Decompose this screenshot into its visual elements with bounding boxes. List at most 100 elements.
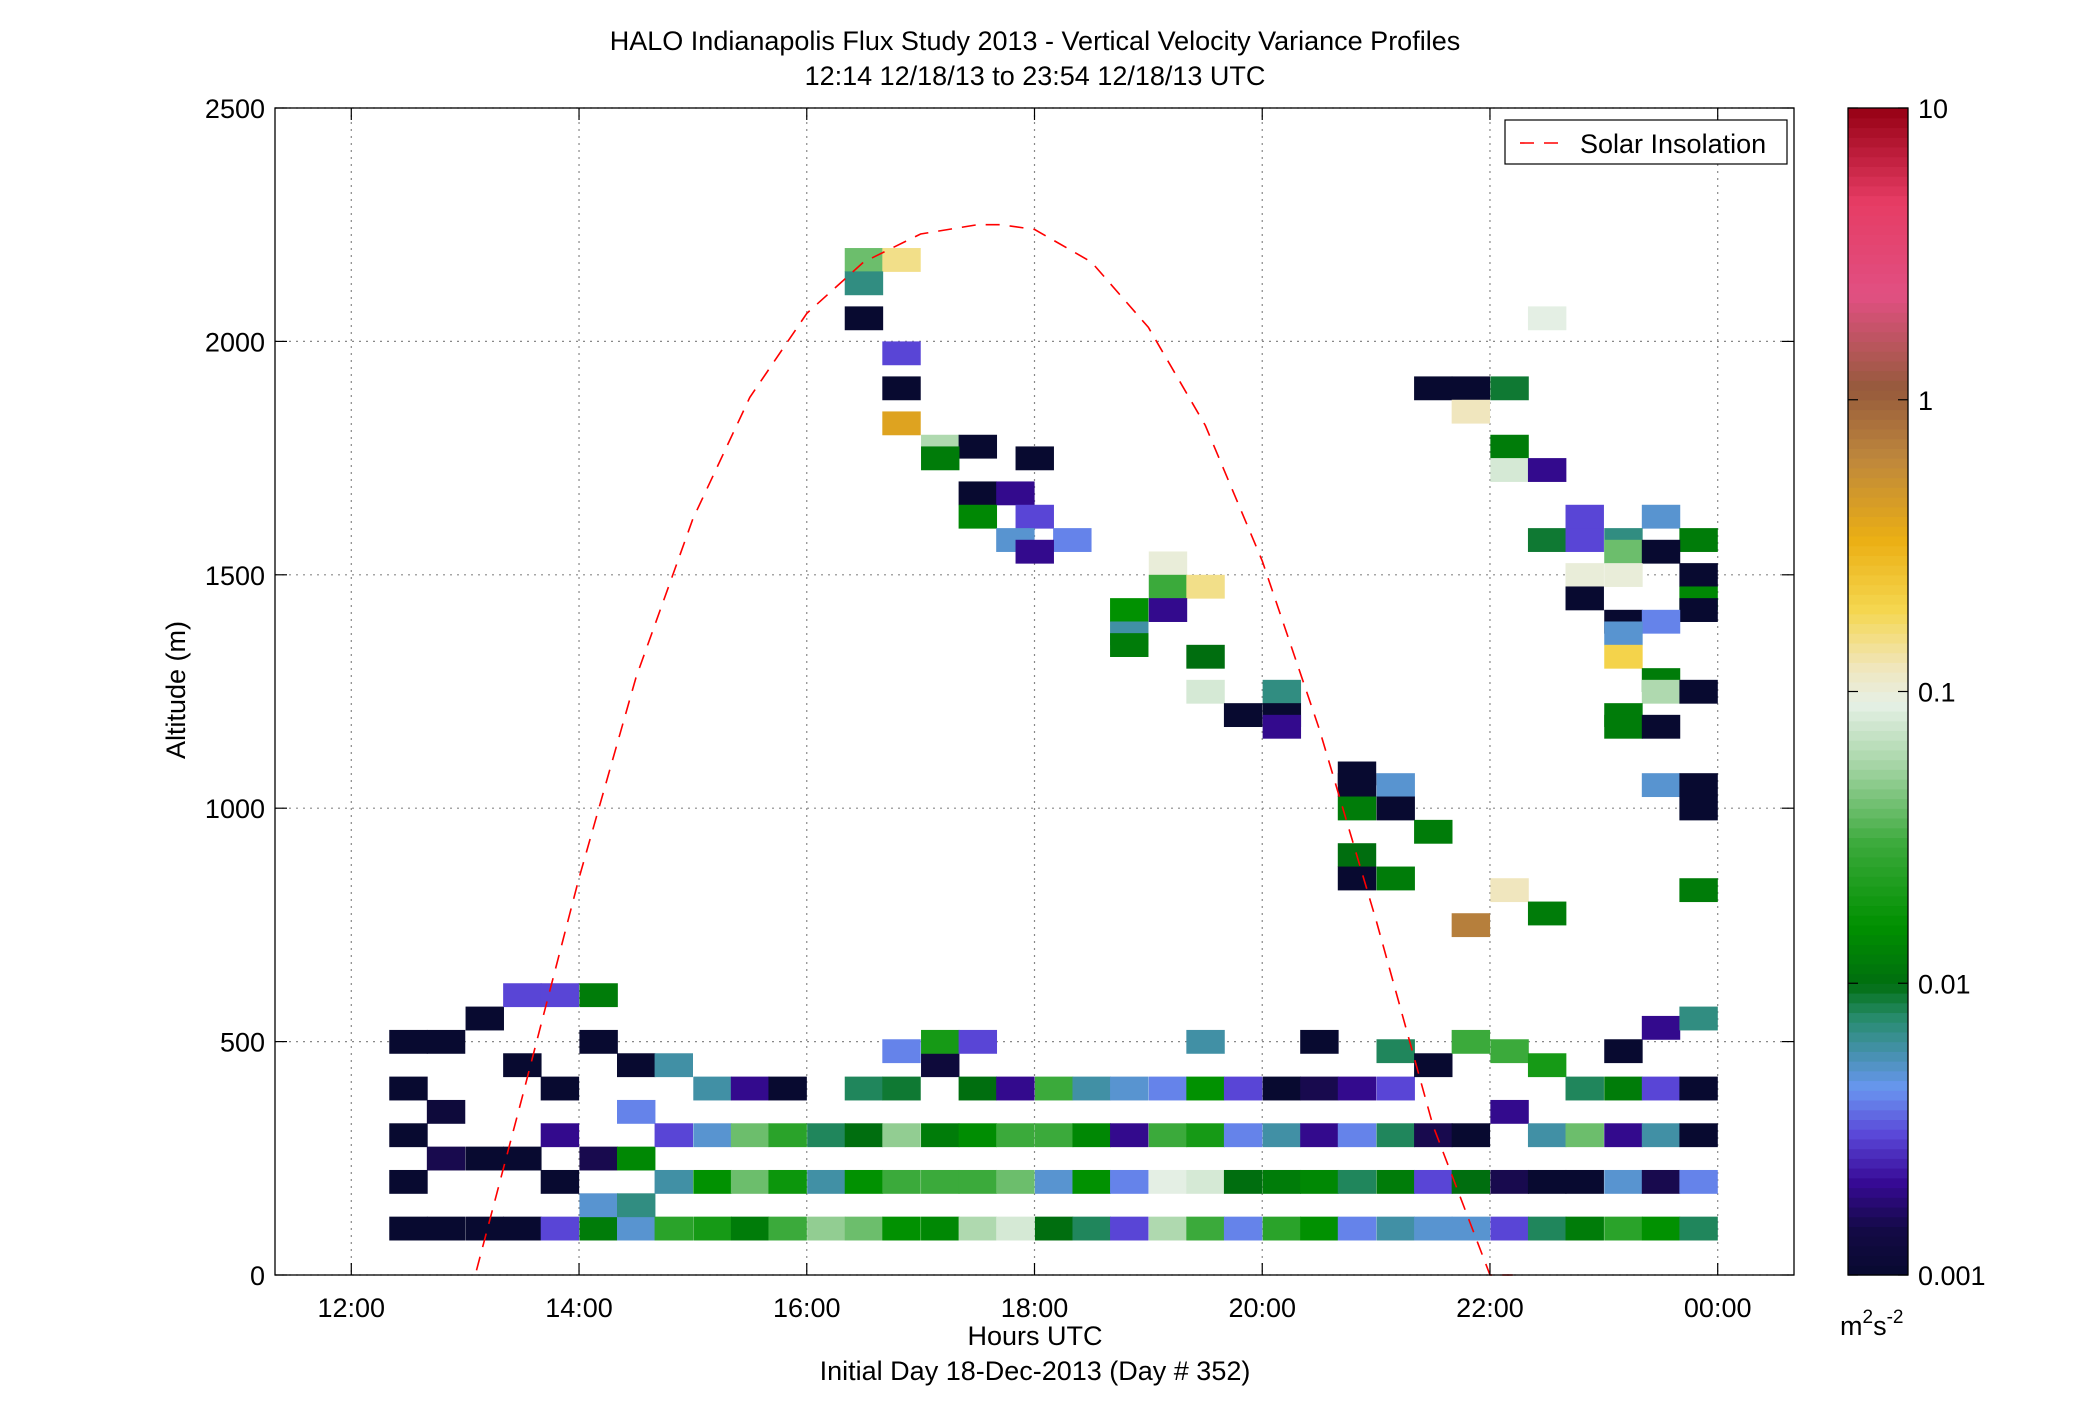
heatmap-cell xyxy=(1451,1216,1491,1241)
colorbar-unit: m2s-2 xyxy=(1840,1307,1903,1341)
colorbar-segment xyxy=(1848,253,1908,265)
colorbar-segment xyxy=(1848,1002,1908,1014)
heatmap-cell xyxy=(882,1076,921,1101)
heatmap-cell xyxy=(1072,1123,1111,1148)
colorbar-segment xyxy=(1848,1080,1908,1091)
heatmap-cell xyxy=(1337,1123,1377,1148)
heatmap-cell xyxy=(1034,1216,1074,1241)
heatmap-cell xyxy=(503,1216,542,1241)
heatmap-cells xyxy=(389,248,1718,1241)
colorbar-segment xyxy=(1848,438,1908,449)
colorbar-segment xyxy=(1848,633,1908,644)
heatmap-cell xyxy=(1679,1169,1718,1194)
colorbar-segment xyxy=(1848,915,1908,926)
heatmap-cell xyxy=(768,1169,807,1194)
heatmap-cell xyxy=(1679,679,1718,704)
colorbar-segment xyxy=(1848,603,1908,615)
heatmap-cell xyxy=(730,1216,770,1241)
colorbar-segment xyxy=(1848,380,1908,391)
heatmap-cell xyxy=(1679,1123,1718,1148)
heatmap-cell xyxy=(1490,458,1529,482)
colorbar-segment xyxy=(1848,1022,1908,1033)
heatmap-cell xyxy=(1527,306,1567,331)
heatmap-cell xyxy=(1527,528,1567,552)
colorbar-segment xyxy=(1848,905,1908,916)
heatmap-cell xyxy=(579,1029,618,1054)
heatmap-cell xyxy=(1015,504,1054,529)
heatmap-cell xyxy=(1300,1123,1339,1148)
colorbar-segment xyxy=(1848,526,1908,537)
heatmap-cell xyxy=(1337,866,1377,891)
heatmap-cell xyxy=(1451,1169,1491,1194)
heatmap-cell xyxy=(1679,1216,1718,1241)
colorbar-segment xyxy=(1848,1119,1908,1130)
heatmap-cell xyxy=(1490,1099,1529,1124)
colorbar-unit-exp2: -2 xyxy=(1887,1307,1904,1328)
x-axis-sublabel: Initial Day 18-Dec-2013 (Day # 352) xyxy=(820,1356,1251,1386)
heatmap-cell xyxy=(1376,1039,1415,1064)
heatmap-cell xyxy=(693,1123,732,1148)
heatmap-cell xyxy=(844,1076,884,1101)
heatmap-cell xyxy=(1641,773,1681,798)
heatmap-cell xyxy=(389,1169,428,1194)
colorbar-segment xyxy=(1848,992,1908,1004)
colorbar-segment xyxy=(1848,1265,1908,1276)
heatmap-cell xyxy=(1262,714,1302,739)
heatmap-cell xyxy=(807,1169,846,1194)
colorbar-segment xyxy=(1848,341,1908,352)
colorbar-segment xyxy=(1848,477,1908,488)
heatmap-cell xyxy=(958,1216,998,1241)
heatmap-cell xyxy=(579,1146,618,1171)
colorbar-segment xyxy=(1848,263,1908,274)
x-tick-label: 00:00 xyxy=(1684,1293,1752,1323)
heatmap-cell xyxy=(882,248,921,272)
heatmap-cell xyxy=(1337,1216,1377,1241)
heatmap-cell xyxy=(921,1216,960,1241)
heatmap-cell xyxy=(1148,1123,1188,1148)
colorbar-tick-label: 0.001 xyxy=(1918,1261,1986,1291)
y-tick-label: 2000 xyxy=(205,327,265,357)
heatmap-cell xyxy=(503,983,542,1008)
heatmap-cell xyxy=(958,504,998,529)
colorbar-segment xyxy=(1848,623,1908,634)
colorbar-segment xyxy=(1848,574,1908,586)
heatmap-cell xyxy=(1376,1216,1415,1241)
heatmap-cell xyxy=(1451,913,1491,938)
colorbar-segment xyxy=(1848,1216,1908,1227)
y-tick-label: 0 xyxy=(250,1261,265,1291)
heatmap-cell xyxy=(1641,609,1681,634)
heatmap-cell xyxy=(1262,1169,1302,1194)
colorbar-segment xyxy=(1848,419,1908,430)
colorbar-segment xyxy=(1848,302,1908,313)
colorbar-segment xyxy=(1848,1197,1908,1208)
colorbar-segment xyxy=(1848,1061,1908,1072)
heatmap-cell xyxy=(426,1099,466,1124)
heatmap-cell xyxy=(1223,1076,1263,1101)
heatmap-cell xyxy=(1604,1076,1643,1101)
heatmap-cell xyxy=(1337,1169,1377,1194)
heatmap-cell xyxy=(1110,1123,1149,1148)
heatmap-cell xyxy=(996,481,1035,506)
colorbar-segment xyxy=(1848,749,1908,761)
heatmap-cell xyxy=(1604,539,1643,564)
colorbar-unit-base: m xyxy=(1840,1311,1863,1341)
heatmap-cell xyxy=(1679,773,1718,798)
heatmap-cell xyxy=(882,411,921,436)
colorbar-segment xyxy=(1848,1177,1908,1189)
colorbar-segment xyxy=(1848,808,1908,819)
colorbar-segment xyxy=(1848,983,1908,994)
colorbar-segment xyxy=(1848,370,1908,381)
heatmap-cell xyxy=(1300,1076,1339,1101)
colorbar-segment xyxy=(1848,895,1908,907)
heatmap-cell xyxy=(1679,528,1718,552)
colorbar-segment xyxy=(1848,1255,1908,1266)
colorbar-segment xyxy=(1848,827,1908,838)
heatmap-cell xyxy=(1300,1216,1339,1241)
heatmap-cell xyxy=(1604,1169,1643,1194)
colorbar-segment xyxy=(1848,701,1908,712)
colorbar-segment xyxy=(1848,740,1908,751)
colorbar-segment xyxy=(1848,1206,1908,1218)
heatmap-cell xyxy=(1527,1123,1567,1148)
y-tick-label: 1500 xyxy=(205,561,265,591)
